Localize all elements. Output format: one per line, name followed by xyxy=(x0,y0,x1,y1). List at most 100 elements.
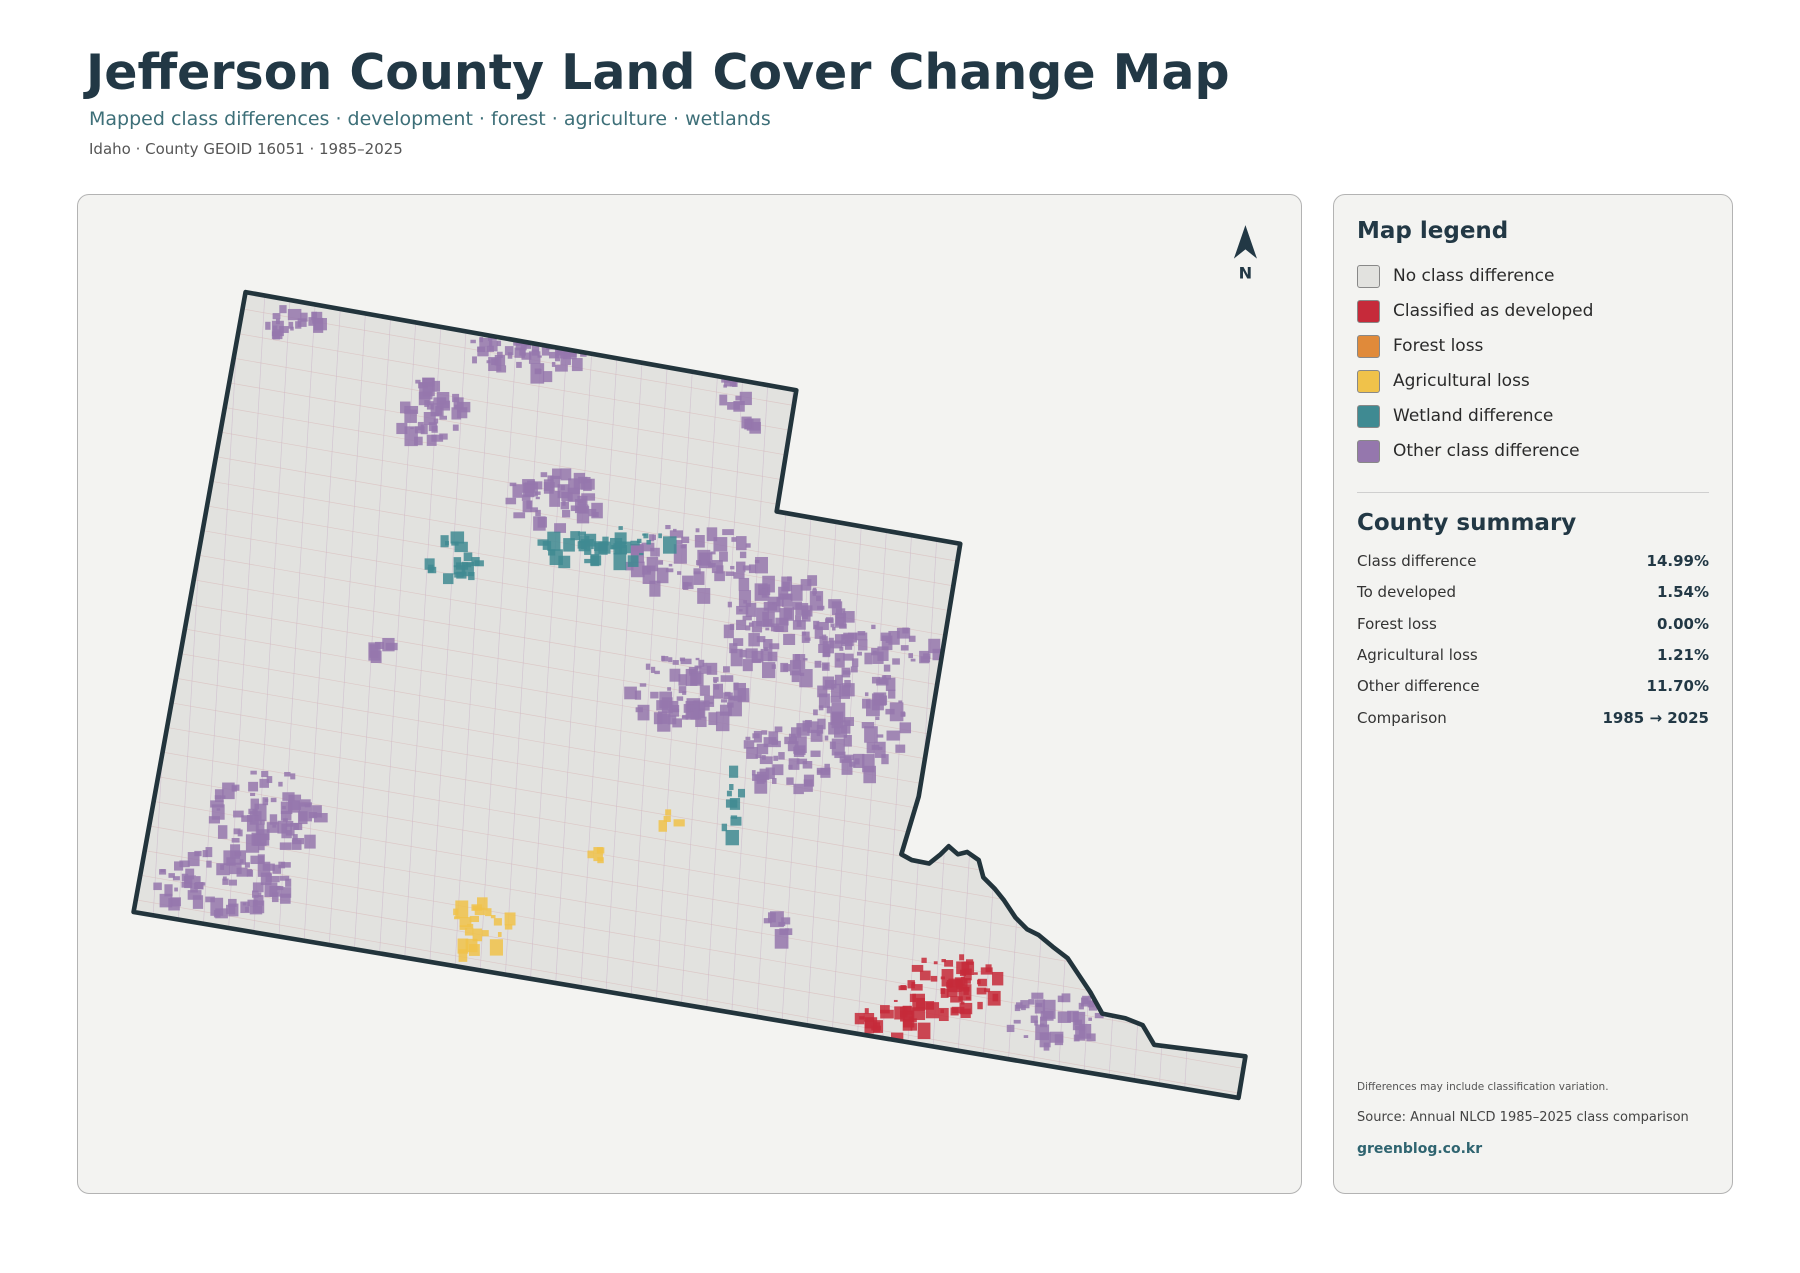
change-patch xyxy=(456,401,471,413)
change-patch xyxy=(414,426,425,434)
change-patch xyxy=(825,617,834,623)
change-patch xyxy=(246,869,254,877)
legend-swatch xyxy=(1357,405,1380,428)
change-patch xyxy=(474,907,485,916)
change-patch xyxy=(530,507,538,513)
change-patch xyxy=(883,675,892,680)
change-patch xyxy=(472,928,483,942)
change-patch xyxy=(843,735,852,747)
change-patch xyxy=(951,1006,965,1014)
change-patch xyxy=(919,970,931,981)
change-patch xyxy=(255,823,265,835)
change-patch xyxy=(810,750,821,757)
change-patch xyxy=(236,867,248,877)
change-patch xyxy=(729,765,739,778)
change-patch xyxy=(248,781,259,792)
change-patch xyxy=(264,798,269,802)
change-patch xyxy=(864,726,878,743)
change-patch xyxy=(578,535,590,544)
change-patch xyxy=(424,558,435,570)
change-patch xyxy=(864,692,869,697)
change-patch xyxy=(432,380,441,392)
change-patch xyxy=(551,361,556,367)
change-patch xyxy=(745,625,751,631)
change-patch xyxy=(854,632,868,641)
change-patch xyxy=(822,676,834,690)
change-patch xyxy=(879,695,888,705)
change-patch xyxy=(602,536,609,546)
change-patch xyxy=(725,829,739,846)
change-patch xyxy=(748,633,760,647)
change-patch xyxy=(719,394,728,406)
change-patch xyxy=(494,354,506,366)
change-patch xyxy=(733,638,744,646)
change-patch xyxy=(297,318,307,327)
change-patch xyxy=(581,478,595,490)
change-patch xyxy=(865,1017,878,1029)
change-patch xyxy=(611,544,617,550)
change-patch xyxy=(813,620,820,630)
change-patch xyxy=(739,551,747,559)
change-patch xyxy=(454,572,464,578)
change-patch xyxy=(851,658,859,667)
change-patch xyxy=(428,422,438,432)
change-patch xyxy=(839,646,844,651)
change-patch xyxy=(668,563,673,567)
field-line xyxy=(625,292,672,1097)
change-patch xyxy=(656,567,669,584)
change-patch xyxy=(658,533,662,539)
change-patch xyxy=(1043,1042,1050,1051)
change-patch xyxy=(312,311,323,324)
change-patch xyxy=(222,878,229,885)
change-patch xyxy=(751,650,764,663)
change-patch xyxy=(824,763,830,772)
change-patch xyxy=(639,683,647,687)
change-patch xyxy=(910,1023,917,1031)
meta: Idaho · County GEOID 16051 · 1985–2025 xyxy=(89,140,403,158)
change-patch xyxy=(899,722,912,734)
change-patch xyxy=(661,697,673,714)
change-patch xyxy=(298,802,312,822)
summary-value: 1.21% xyxy=(1656,645,1709,664)
change-patch xyxy=(253,834,267,846)
change-patch xyxy=(741,416,752,429)
change-patch xyxy=(960,976,965,980)
change-patch xyxy=(938,1007,949,1022)
change-patch xyxy=(223,850,236,866)
change-patch xyxy=(195,882,204,890)
change-patch xyxy=(259,778,269,788)
change-patch xyxy=(836,658,841,662)
change-patch xyxy=(540,472,548,478)
caveat: Differences may include classification v… xyxy=(1357,1081,1609,1093)
map: N xyxy=(131,225,1257,1101)
field-line xyxy=(574,292,622,1097)
change-patch xyxy=(765,767,775,779)
change-patch xyxy=(535,333,541,340)
change-patch xyxy=(252,900,265,914)
change-patch xyxy=(814,626,823,639)
change-patch xyxy=(830,695,841,703)
change-patch xyxy=(725,799,738,808)
change-patch xyxy=(400,401,411,414)
change-patch xyxy=(748,564,757,574)
field-line xyxy=(675,292,723,1097)
change-patch xyxy=(422,377,435,387)
change-patch xyxy=(801,631,810,643)
change-patch xyxy=(190,883,198,893)
change-patch xyxy=(570,341,579,348)
change-patch xyxy=(577,531,586,536)
change-patch xyxy=(652,534,656,541)
change-patch xyxy=(278,861,286,869)
change-patch xyxy=(185,868,195,880)
change-patch xyxy=(262,863,275,871)
change-patch xyxy=(271,892,279,903)
change-patch xyxy=(554,523,567,533)
change-patch xyxy=(658,560,664,565)
legend-swatch xyxy=(1357,300,1380,323)
divider xyxy=(1357,492,1709,493)
change-patch xyxy=(824,735,829,741)
change-patch xyxy=(280,801,293,815)
change-patch xyxy=(214,795,221,800)
change-patch xyxy=(774,929,789,949)
change-patch xyxy=(222,876,227,881)
